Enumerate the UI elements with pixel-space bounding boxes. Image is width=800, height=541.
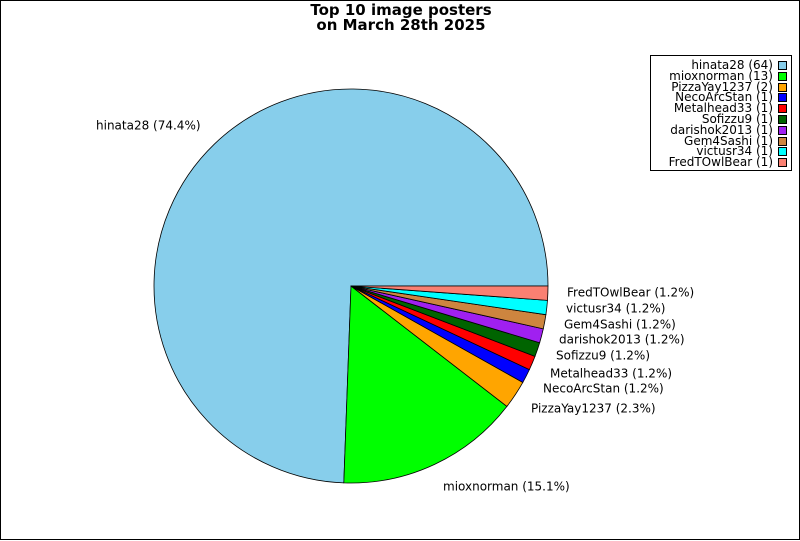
chart-title-line-2: on March 28th 2025 xyxy=(316,16,486,34)
legend-swatch xyxy=(778,61,787,70)
legend-label: darishok2013 (1) xyxy=(670,122,773,137)
legend-label: Gem4Sashi (1) xyxy=(684,133,773,148)
legend-swatch xyxy=(778,158,787,168)
slice-label-sofizzu9: Sofizzu9 (1.2%) xyxy=(556,349,650,363)
pie-slice-fredtowlbear xyxy=(350,285,549,301)
legend-swatch xyxy=(778,147,787,157)
legend-label: FredTOwlBear (1) xyxy=(668,155,773,170)
legend-label: PizzaYay1237 (2) xyxy=(671,79,773,94)
slice-label-fredtowlbear: FredTOwlBear (1.2%) xyxy=(567,286,694,300)
legend-label: Metalhead33 (1) xyxy=(673,101,773,116)
slice-label-hinata28: hinata28 (74.4%) xyxy=(96,119,201,133)
legend-entry-mioxnorman: mioxnorman (13) xyxy=(669,68,787,83)
legend-label: Sofizzu9 (1) xyxy=(701,112,773,126)
legend-entry-victusr34: victusr34 (1) xyxy=(696,144,787,159)
legend-swatch xyxy=(778,71,787,81)
legend-entry-fredtowlbear: FredTOwlBear (1) xyxy=(668,155,787,170)
legend-entry-metalhead33: Metalhead33 (1) xyxy=(673,101,787,116)
pie-slice-mioxnorman xyxy=(343,285,508,484)
legend-entry-pizzayay1237: PizzaYay1237 (2) xyxy=(671,79,787,94)
legend-label: victusr34 (1) xyxy=(696,144,773,159)
legend-entry-necoarcstan: NecoArcStan (1) xyxy=(675,90,787,105)
slice-label-pizzayay1237: PizzaYay1237 (2.3%) xyxy=(531,402,656,416)
chart-title: Top 10 image posters on March 28th 2025 xyxy=(1,3,800,33)
chart-title-line-1: Top 10 image posters xyxy=(310,1,492,19)
legend-swatch xyxy=(778,115,787,124)
legend-entry-darishok2013: darishok2013 (1) xyxy=(670,122,787,137)
legend-label: mioxnorman (13) xyxy=(669,68,773,83)
legend-label: NecoArcStan (1) xyxy=(675,90,773,105)
chart-legend: hinata28 (64) mioxnorman (13) PizzaYay1237… xyxy=(650,55,792,171)
legend-label: hinata28 (64) xyxy=(691,58,773,72)
legend-entry-hinata28: hinata28 (64) xyxy=(691,58,787,72)
slice-label-mioxnorman: mioxnorman (15.1%) xyxy=(443,480,570,494)
legend-entry-gem4sashi: Gem4Sashi (1) xyxy=(684,133,787,148)
legend-entry-sofizzu9: Sofizzu9 (1) xyxy=(701,112,787,126)
slice-label-necoarcstan: NecoArcStan (1.2%) xyxy=(543,382,664,396)
legend-swatch xyxy=(778,125,787,135)
slice-label-victusr34: victusr34 (1.2%) xyxy=(566,302,665,316)
legend-swatch xyxy=(778,93,787,103)
slice-label-gem4sashi: Gem4Sashi (1.2%) xyxy=(564,318,676,332)
legend-swatch xyxy=(778,136,787,146)
legend-swatch xyxy=(778,82,787,92)
slice-label-darishok2013: darishok2013 (1.2%) xyxy=(559,333,685,347)
legend-swatch xyxy=(778,104,787,114)
slice-label-metalhead33: Metalhead33 (1.2%) xyxy=(550,367,672,381)
